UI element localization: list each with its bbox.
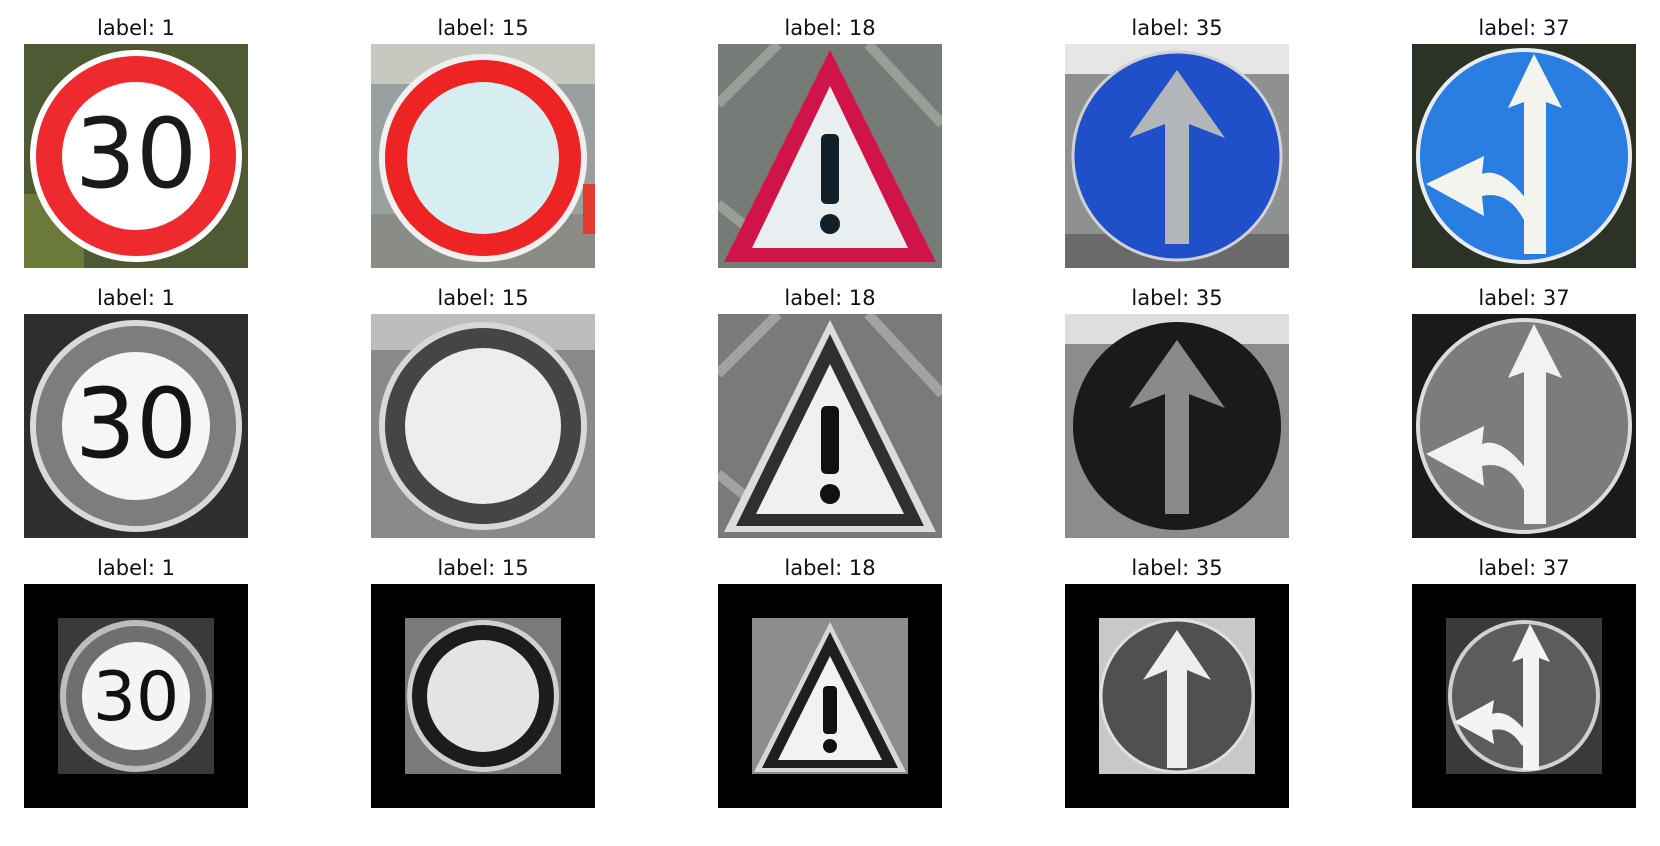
traffic-sign-image: 30 [24,584,248,808]
general-caution-sign [718,44,942,268]
image-title: label: 37 [1478,286,1570,310]
traffic-sign-image [371,44,595,268]
no-vehicles-sign [371,44,595,268]
image-title: label: 15 [437,16,529,40]
image-title: label: 15 [437,556,529,580]
general-caution-sign-processed [718,584,942,808]
svg-text:30: 30 [75,368,197,480]
image-title: label: 35 [1131,556,1223,580]
svg-text:30: 30 [93,658,180,737]
go-straight-or-left-sign-processed [1412,584,1636,808]
image-title: label: 18 [784,556,876,580]
image-title: label: 18 [784,16,876,40]
speed-limit-30-sign-processed: 30 [24,584,248,808]
go-straight-or-left-sign [1412,44,1636,268]
image-title: label: 1 [97,286,175,310]
traffic-sign-image [718,584,942,808]
traffic-sign-image [718,314,942,538]
traffic-sign-image [1412,314,1636,538]
ahead-only-sign-gray [1065,314,1289,538]
no-vehicles-sign-gray [371,314,595,538]
traffic-sign-image [1065,584,1289,808]
go-straight-or-left-sign-gray [1412,314,1636,538]
traffic-sign-image: 30 [24,314,248,538]
image-title: label: 1 [97,16,175,40]
traffic-sign-image [1065,44,1289,268]
image-title: label: 37 [1478,16,1570,40]
image-title: label: 1 [97,556,175,580]
traffic-sign-image [371,314,595,538]
ahead-only-sign [1065,44,1289,268]
traffic-sign-image [718,44,942,268]
no-vehicles-sign-processed [371,584,595,808]
traffic-sign-image: 30 [24,44,248,268]
image-title: label: 35 [1131,286,1223,310]
traffic-sign-image [1412,44,1636,268]
general-caution-sign-gray [718,314,942,538]
image-title: label: 15 [437,286,529,310]
image-title: label: 18 [784,286,876,310]
image-title: label: 35 [1131,16,1223,40]
traffic-sign-image [1412,584,1636,808]
traffic-sign-image [1065,314,1289,538]
ahead-only-sign-processed [1065,584,1289,808]
svg-text:30: 30 [75,98,197,210]
traffic-sign-image [371,584,595,808]
speed-limit-30-sign-gray: 30 [24,314,248,538]
image-title: label: 37 [1478,556,1570,580]
speed-limit-30-sign: 30 [24,44,248,268]
